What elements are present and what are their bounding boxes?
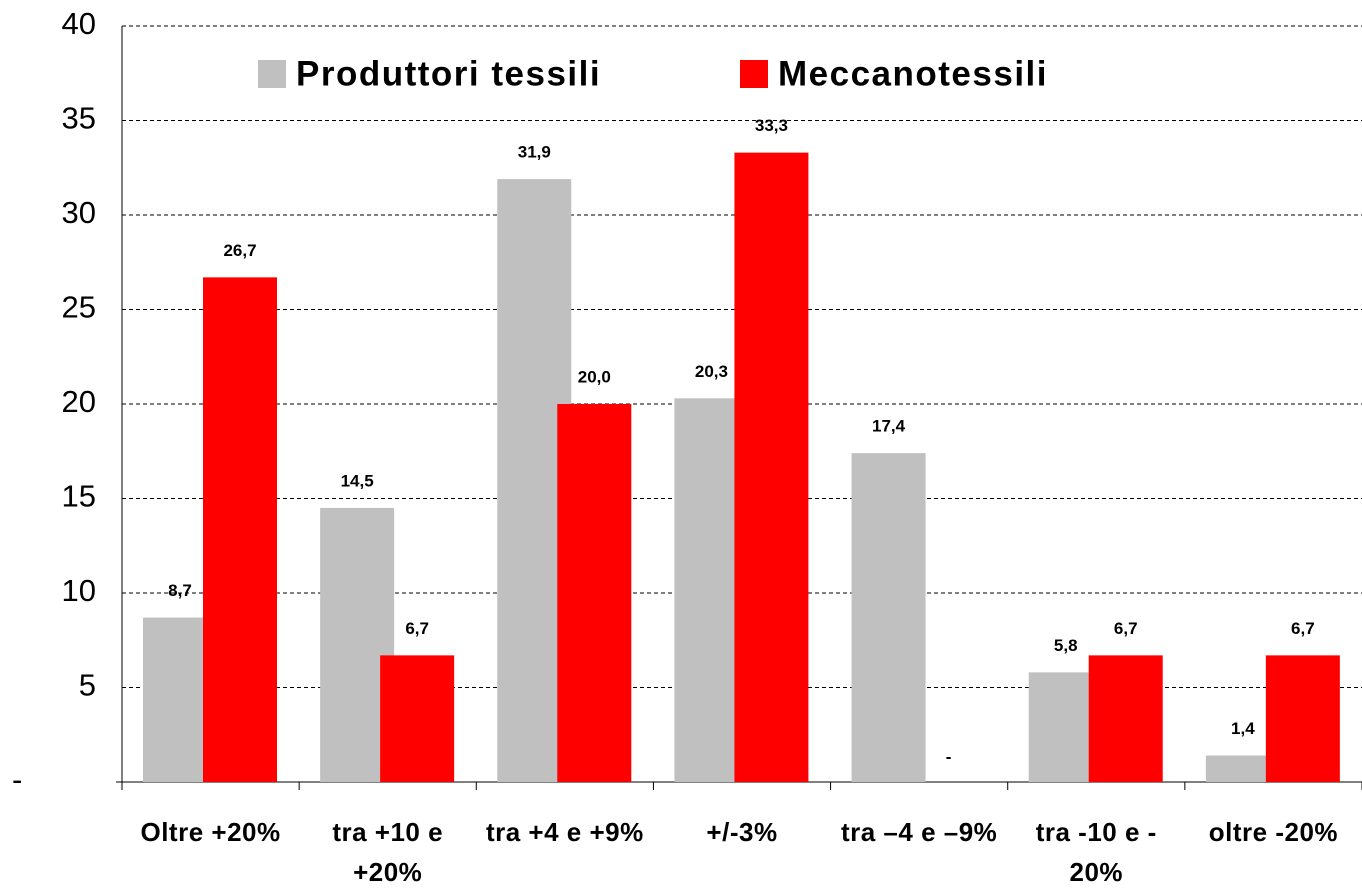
legend-label: Produttori tessili — [296, 54, 601, 93]
x-tick-label: +/-3% — [706, 817, 778, 847]
data-label: 31,9 — [518, 143, 551, 162]
y-tick-label: - — [12, 762, 22, 797]
data-label: 26,7 — [223, 241, 256, 260]
data-label: 17,4 — [872, 417, 906, 436]
bar — [380, 655, 455, 782]
bar — [851, 453, 926, 782]
data-label: 8,7 — [168, 581, 192, 600]
y-tick-label: 35 — [62, 101, 96, 136]
bar — [734, 152, 809, 782]
x-tick-label: tra –4 e –9% — [840, 817, 998, 847]
y-tick-label: 25 — [62, 290, 96, 325]
x-tick-label: oltre -20% — [1208, 817, 1339, 847]
bar — [1088, 655, 1163, 782]
y-tick-label: 20 — [62, 384, 96, 419]
bar — [1265, 655, 1340, 782]
y-tick-label: 10 — [62, 573, 96, 608]
x-tick-label: tra -10 e - 20% — [1035, 817, 1157, 887]
data-label: 6,7 — [405, 619, 429, 638]
bar — [557, 404, 632, 782]
x-tick-label: tra +4 e +9% — [485, 817, 644, 847]
data-label: - — [946, 747, 952, 766]
bar — [203, 277, 277, 782]
data-label: 20,3 — [695, 362, 728, 381]
y-tick-label: 15 — [62, 479, 96, 514]
data-label: 5,8 — [1054, 636, 1078, 655]
legend-label: Meccanotessili — [778, 54, 1048, 93]
data-label: 1,4 — [1231, 719, 1255, 738]
y-tick-label: 5 — [79, 668, 96, 703]
legend-swatch — [258, 60, 286, 88]
legend-swatch — [740, 60, 768, 88]
data-label: 33,3 — [755, 116, 788, 135]
x-tick-label: tra +10 e +20% — [332, 817, 444, 887]
y-tick-label: 30 — [62, 195, 96, 230]
data-label: 14,5 — [341, 471, 374, 490]
data-label: 6,7 — [1114, 619, 1138, 638]
x-tick-label: Oltre +20% — [140, 817, 281, 847]
data-label: 20,0 — [578, 367, 611, 386]
y-tick-label: 40 — [62, 6, 96, 41]
data-label: 6,7 — [1291, 619, 1315, 638]
